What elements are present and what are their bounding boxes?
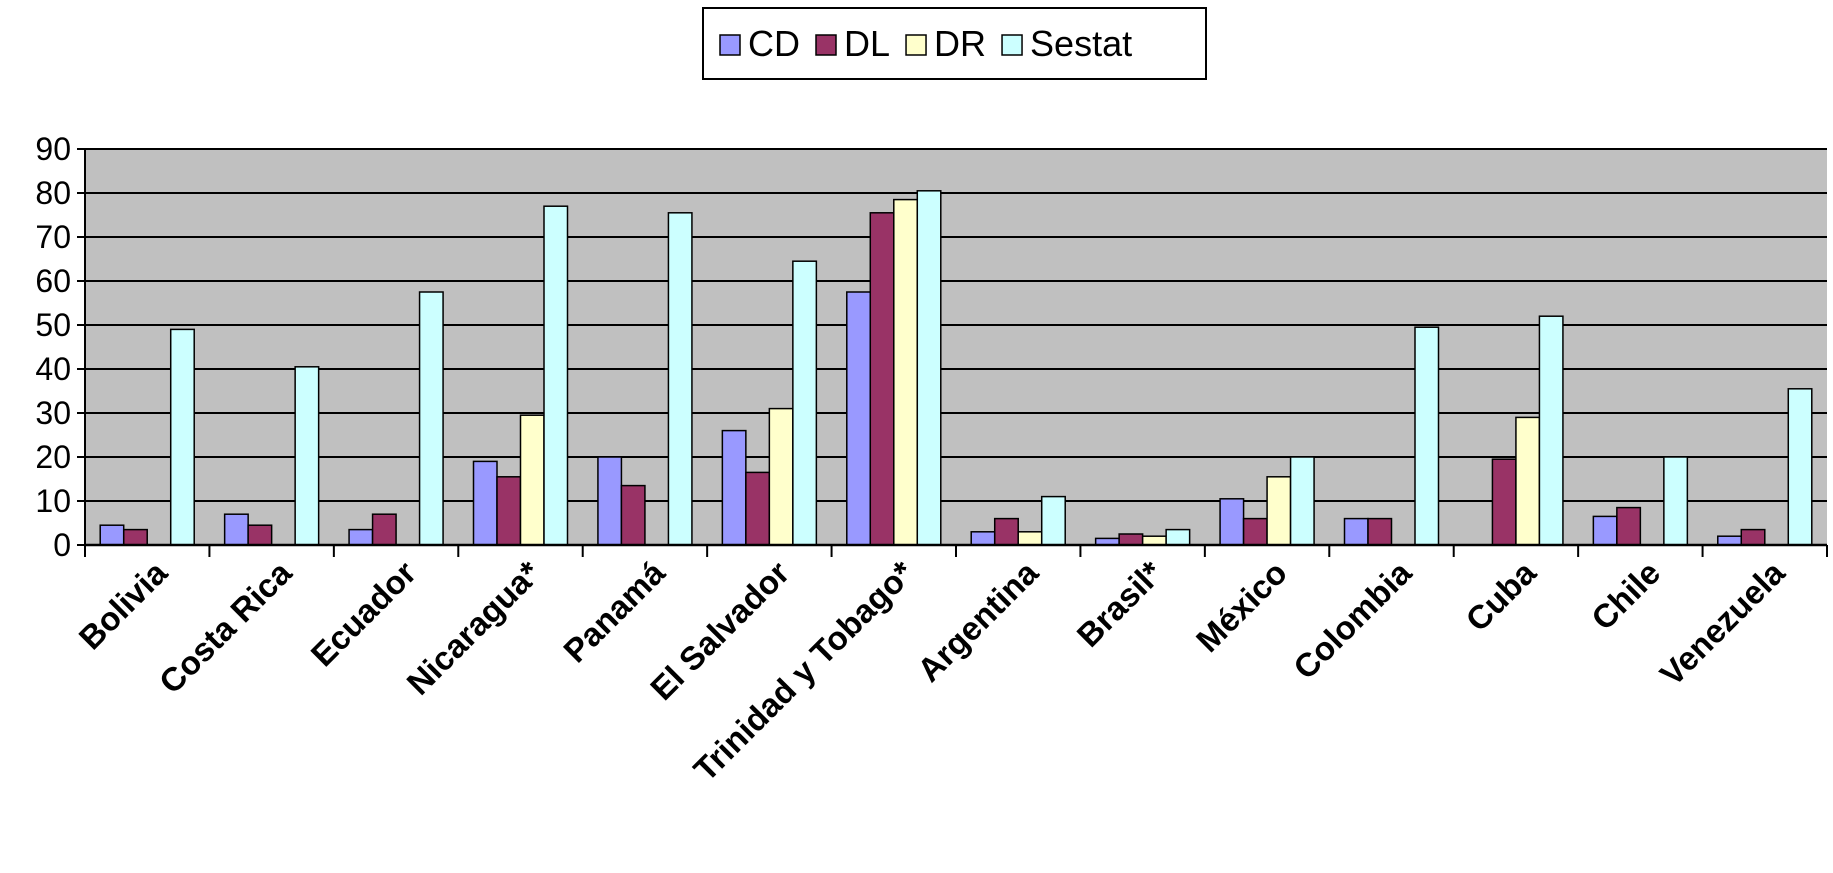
y-tick-label: 10 (35, 483, 71, 519)
bar-sestat-6 (916, 190, 942, 546)
bar-cd-2 (348, 528, 374, 546)
bar-cd-7 (970, 531, 996, 546)
bar-dl-3 (496, 476, 522, 546)
bar-cd-1 (223, 513, 249, 546)
bar-dr-8 (1141, 535, 1167, 546)
plot-area (85, 149, 1827, 545)
y-tick-label: 60 (35, 263, 71, 299)
bar-sestat-2 (418, 291, 444, 546)
bar-dl-2 (371, 513, 397, 546)
legend-label-dr: DR (934, 23, 986, 64)
legend-box (702, 7, 1207, 80)
bar-sestat-0 (169, 328, 195, 546)
bar-dl-4 (620, 484, 646, 546)
bar-sestat-7 (1040, 495, 1066, 546)
bars (99, 190, 1813, 546)
bar-cd-12 (1592, 515, 1618, 546)
bar-cd-4 (597, 456, 623, 546)
bar-cd-3 (472, 460, 498, 546)
x-tick-label: Argentina (910, 553, 1046, 689)
bar-sestat-9 (1289, 456, 1315, 546)
legend-swatch-sestat (1001, 34, 1023, 56)
x-tick-label: México (1189, 554, 1294, 659)
bar-cd-13 (1717, 535, 1743, 546)
bar-sestat-12 (1663, 456, 1689, 546)
bar-dl-12 (1616, 506, 1642, 546)
y-tick-label: 70 (35, 219, 71, 255)
y-tick-label: 90 (35, 131, 71, 167)
bar-cd-10 (1343, 517, 1369, 546)
bar-dl-13 (1740, 528, 1766, 546)
bar-dl-0 (122, 528, 148, 546)
x-tick-label: Brasil* (1069, 554, 1169, 654)
x-tick-label: Nicaragua* (399, 554, 547, 702)
bar-sestat-1 (294, 366, 320, 546)
y-tick-label: 30 (35, 395, 71, 431)
bar-cd-5 (721, 429, 747, 546)
bar-cd-6 (846, 291, 872, 546)
bar-dr-5 (768, 407, 794, 546)
bar-dr-3 (519, 414, 545, 546)
bar-dl-5 (745, 471, 771, 546)
legend-label-cd: CD (748, 23, 800, 64)
bar-cd-9 (1219, 498, 1245, 546)
y-tick-labels: 0 10 20 30 40 50 60 70 80 90 (35, 131, 71, 563)
bar-dl-9 (1242, 517, 1268, 546)
legend-swatch-cd (719, 34, 741, 56)
bar-sestat-10 (1414, 326, 1440, 546)
bar-sestat-8 (1165, 528, 1191, 546)
y-tick-label: 0 (53, 527, 71, 563)
bar-cd-0 (99, 524, 125, 546)
y-tick-label: 50 (35, 307, 71, 343)
bar-sestat-13 (1787, 388, 1813, 546)
x-tick-label: Costa Rica (152, 553, 299, 700)
x-tick-label: Cuba (1458, 553, 1543, 638)
bar-sestat-11 (1538, 315, 1564, 546)
x-tick-label: Venezuela (1653, 553, 1792, 692)
x-tick-label: Colombia (1286, 553, 1419, 686)
bar-dr-7 (1017, 531, 1043, 546)
bar-dl-8 (1118, 533, 1144, 546)
x-tick-label: Bolivia (71, 553, 174, 656)
legend-swatch-dr (905, 34, 927, 56)
axes (84, 149, 1828, 557)
x-tick-label: Trinidad y Tobago* (686, 554, 921, 789)
bar-dr-9 (1266, 476, 1292, 546)
x-tick-label: Ecuador (303, 554, 423, 674)
x-tick-label: Chile (1584, 554, 1667, 637)
y-tick-label: 80 (35, 175, 71, 211)
bar-sestat-4 (667, 212, 693, 546)
bar-sestat-3 (543, 205, 569, 546)
bar-dl-11 (1491, 458, 1517, 546)
legend-label-sestat: Sestat (1030, 23, 1132, 64)
legend: CD DL DR Sestat (702, 7, 1207, 80)
bar-dr-11 (1515, 416, 1541, 546)
legend-label-dl: DL (844, 23, 890, 64)
x-tick-label: Panamá (556, 553, 672, 669)
legend-swatch-dl (815, 34, 837, 56)
bar-dl-7 (993, 517, 1019, 546)
bar-dl-6 (869, 212, 895, 546)
bar-dr-6 (893, 198, 919, 546)
y-tick-label: 40 (35, 351, 71, 387)
y-tick-label: 20 (35, 439, 71, 475)
bar-dl-10 (1367, 517, 1393, 546)
bar-dl-1 (247, 524, 273, 546)
bar-sestat-5 (792, 260, 818, 546)
